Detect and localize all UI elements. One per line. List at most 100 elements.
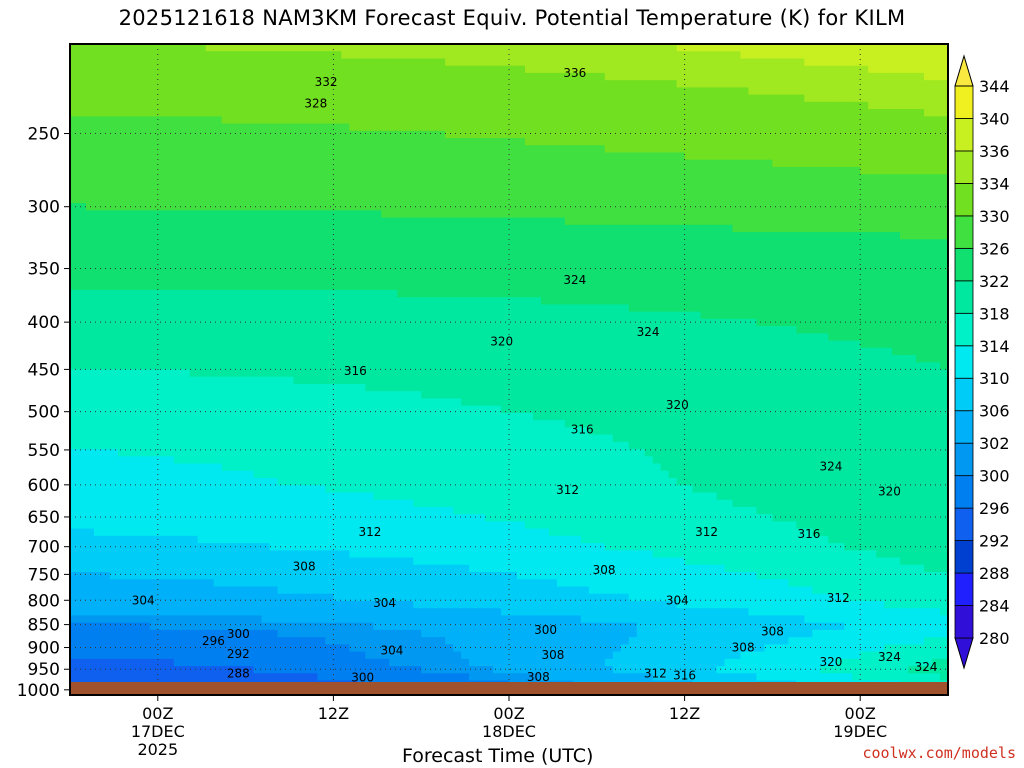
heatmap-cell — [125, 514, 135, 522]
heatmap-cell — [93, 593, 103, 602]
heatmap-cell — [317, 340, 327, 349]
heatmap-cell — [301, 333, 311, 342]
heatmap-cell — [133, 506, 143, 515]
heatmap-cell — [469, 420, 478, 428]
heatmap-cell — [453, 72, 462, 81]
heatmap-cell — [501, 355, 510, 363]
heatmap-cell — [509, 232, 518, 240]
heatmap-cell — [149, 94, 159, 103]
heatmap-cell — [165, 72, 175, 81]
heatmap-cell — [373, 138, 382, 146]
heatmap-cell — [109, 347, 119, 356]
heatmap-cell — [70, 166, 79, 175]
heatmap-cell — [413, 470, 422, 479]
heatmap-cell — [445, 239, 454, 248]
heatmap-cell — [125, 326, 135, 334]
heatmap-cell — [365, 355, 374, 363]
heatmap-cell — [493, 391, 502, 400]
heatmap-cell — [221, 123, 231, 132]
heatmap-cell — [477, 543, 486, 551]
heatmap-cell — [373, 246, 382, 255]
heatmap-cell — [445, 333, 454, 342]
heatmap-cell — [453, 123, 462, 132]
heatmap-cell — [357, 166, 366, 175]
heatmap-cell — [445, 116, 454, 125]
heatmap-cell — [437, 355, 446, 363]
heatmap-cell — [277, 485, 287, 494]
heatmap-cell — [309, 420, 319, 428]
heatmap-cell — [485, 586, 494, 595]
heatmap-cell — [381, 261, 390, 269]
heatmap-cell — [501, 109, 510, 117]
heatmap-cell — [445, 188, 454, 197]
heatmap-cell — [133, 478, 143, 486]
heatmap-cell — [149, 622, 159, 631]
heatmap-cell — [357, 289, 366, 298]
heatmap-cell — [277, 427, 287, 436]
heatmap-cell — [245, 586, 255, 595]
heatmap-cell — [213, 44, 223, 52]
heatmap-cell — [477, 637, 486, 645]
heatmap-cell — [173, 166, 183, 175]
heatmap-cell — [493, 109, 502, 117]
heatmap-cell — [149, 615, 159, 624]
heatmap-cell — [157, 94, 167, 103]
heatmap-cell — [181, 116, 191, 125]
heatmap-cell — [253, 340, 263, 349]
heatmap-cell — [341, 101, 350, 110]
heatmap-cell — [245, 289, 255, 298]
heatmap-cell — [509, 188, 518, 197]
heatmap-cell — [149, 449, 159, 457]
heatmap-cell — [405, 478, 414, 486]
heatmap-cell — [77, 318, 87, 327]
heatmap-cell — [85, 369, 95, 378]
heatmap-cell — [437, 80, 446, 88]
heatmap-cell — [133, 658, 143, 667]
heatmap-cell — [509, 253, 518, 262]
heatmap-cell — [461, 65, 470, 74]
heatmap-cell — [301, 311, 311, 320]
heatmap-cell — [309, 441, 319, 450]
heatmap-cell — [269, 94, 279, 103]
heatmap-cell — [93, 195, 103, 204]
heatmap-cell — [373, 80, 382, 88]
heatmap-cell — [357, 123, 366, 132]
heatmap-cell — [501, 673, 510, 682]
heatmap-cell — [157, 514, 167, 522]
heatmap-cell — [501, 188, 510, 197]
heatmap-cell — [77, 593, 87, 602]
heatmap-cell — [509, 51, 518, 60]
heatmap-cell — [317, 355, 327, 363]
heatmap-cell — [85, 478, 95, 486]
heatmap-cell — [109, 666, 119, 674]
heatmap-cell — [245, 145, 255, 154]
heatmap-cell — [213, 304, 223, 313]
heatmap-cell — [365, 478, 374, 486]
heatmap-cell — [485, 311, 494, 320]
heatmap-cell — [117, 282, 127, 291]
heatmap-cell — [429, 637, 438, 645]
heatmap-cell — [101, 579, 111, 588]
heatmap-cell — [493, 478, 502, 486]
heatmap-cell — [461, 318, 470, 327]
heatmap-cell — [277, 152, 287, 161]
heatmap-cell — [285, 586, 295, 595]
heatmap-cell — [117, 80, 127, 88]
heatmap-cell — [205, 253, 215, 262]
heatmap-cell — [205, 347, 215, 356]
heatmap-cell — [205, 615, 215, 624]
heatmap-cell — [181, 586, 191, 595]
heatmap-cell — [405, 145, 414, 154]
heatmap-cell — [421, 427, 430, 436]
heatmap-cell — [381, 58, 390, 67]
heatmap-cell — [461, 174, 470, 183]
heatmap-cell — [501, 304, 510, 313]
heatmap-cell — [205, 224, 215, 233]
heatmap-cell — [341, 268, 350, 277]
heatmap-cell — [341, 557, 350, 566]
heatmap-cell — [93, 391, 103, 400]
heatmap-cell — [173, 427, 183, 436]
heatmap-cell — [101, 326, 111, 334]
heatmap-cell — [477, 232, 486, 240]
heatmap-cell — [357, 333, 366, 342]
